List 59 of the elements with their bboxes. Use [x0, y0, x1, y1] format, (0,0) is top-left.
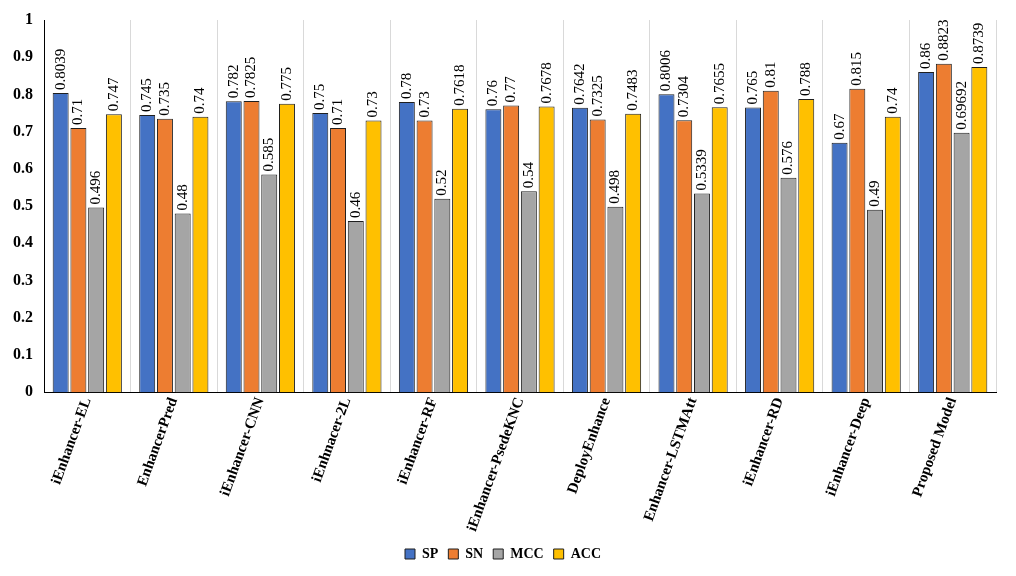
data-label: 0.54 [519, 161, 536, 189]
data-label: 0.496 [87, 170, 104, 205]
data-label: 0.77 [502, 75, 519, 103]
data-label: 0.7325 [588, 75, 605, 117]
legend-label: SN [465, 545, 484, 561]
data-label: 0.86 [917, 42, 934, 70]
legend-label: ACC [570, 545, 602, 561]
y-tick-label: 0.9 [13, 47, 33, 65]
data-label: 0.498 [606, 170, 623, 204]
data-label: 0.585 [260, 137, 277, 172]
data-label: 0.75 [311, 83, 328, 111]
data-label: 0.775 [277, 67, 294, 101]
data-label: 0.8823 [934, 19, 951, 61]
data-label: 0.46 [346, 191, 363, 219]
y-tick-label: 0.1 [13, 345, 33, 363]
y-tick-label: 0.4 [13, 233, 33, 251]
y-tick-label: 1 [25, 10, 33, 28]
y-tick-label: 0.5 [13, 196, 33, 214]
data-label: 0.74 [883, 87, 900, 114]
data-label: 0.7483 [624, 69, 641, 111]
data-label: 0.8739 [970, 22, 987, 64]
data-label: 0.8039 [51, 48, 68, 90]
data-label: 0.73 [415, 91, 432, 118]
y-tick-label: 0.6 [13, 159, 33, 177]
data-label: 0.52 [433, 169, 450, 196]
data-label: 0.576 [779, 140, 796, 175]
y-tick-label: 0.2 [13, 307, 33, 325]
legend-label: MCC [510, 545, 544, 561]
data-label: 0.69692 [952, 81, 969, 130]
data-label: 0.788 [797, 62, 814, 96]
data-label: 0.815 [848, 52, 865, 86]
data-label: 0.7618 [451, 64, 467, 106]
data-label: 0.67 [830, 113, 847, 140]
legend-label: SP [422, 545, 439, 561]
data-label: 0.71 [69, 98, 86, 125]
y-tick-label: 0.7 [13, 121, 33, 139]
data-label: 0.78 [397, 72, 414, 99]
data-label: 0.5339 [692, 149, 709, 191]
y-tick-label: 0.8 [13, 84, 33, 102]
data-label: 0.7655 [710, 63, 727, 105]
data-label: 0.81 [761, 61, 778, 88]
data-label: 0.73 [364, 91, 381, 118]
y-tick-label: 0.3 [13, 270, 33, 288]
data-label: 0.49 [865, 180, 882, 207]
data-label: 0.7825 [242, 56, 259, 98]
data-label: 0.747 [104, 76, 121, 112]
data-label: 0.7304 [675, 75, 692, 118]
data-label: 0.76 [484, 79, 501, 107]
data-label: 0.74 [191, 87, 208, 114]
data-label: 0.765 [743, 70, 760, 105]
data-label: 0.71 [328, 98, 345, 125]
data-label: 0.745 [138, 78, 155, 112]
data-label: 0.8006 [657, 49, 674, 92]
data-label: 0.7678 [537, 62, 554, 104]
data-label: 0.48 [173, 184, 190, 211]
y-tick-label: 0 [25, 382, 33, 400]
data-label: 0.782 [224, 64, 241, 99]
data-label: 0.7642 [570, 63, 587, 105]
data-label: 0.735 [155, 81, 172, 116]
